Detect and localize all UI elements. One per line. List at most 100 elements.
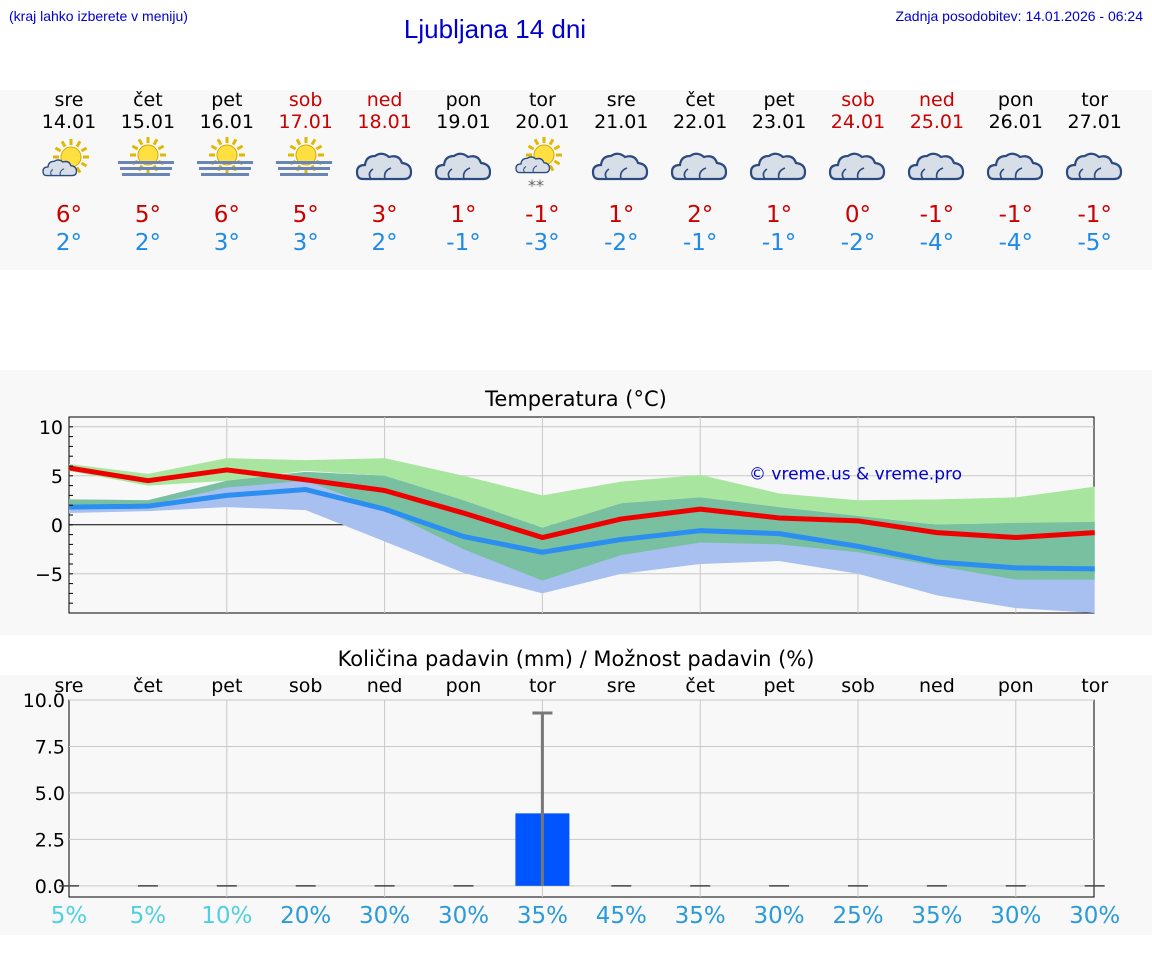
x-tick-label: sre xyxy=(55,675,84,697)
day-column: pet 23.01 1° -1° xyxy=(739,89,819,257)
precip-probability: 35% xyxy=(674,903,726,929)
menu-hint: (kraj lahko izberete v meniju) xyxy=(9,8,188,24)
min-temp-line xyxy=(68,487,1095,572)
sun-fog-icon xyxy=(117,137,174,176)
day-column: pet 16.01 6° 3° xyxy=(187,89,267,257)
temp-max: 1° xyxy=(450,202,477,228)
temp-max: 1° xyxy=(766,202,793,228)
precip-probability: 30% xyxy=(753,903,805,929)
day-name: ned xyxy=(918,89,955,111)
x-tick-label: čet xyxy=(133,675,163,697)
x-tick-label: pet xyxy=(763,675,794,697)
x-tick-label: tor xyxy=(529,675,556,697)
day-date: 23.01 xyxy=(751,111,807,133)
temp-min: 2° xyxy=(55,230,83,256)
day-column: pon 26.01 -1° -4° xyxy=(976,89,1056,257)
temp-min: 2° xyxy=(371,230,398,256)
cloud-icon xyxy=(671,152,728,181)
precip-probability: 30% xyxy=(990,903,1042,929)
temp-min: -2° xyxy=(604,230,639,256)
day-column: sre 21.01 1° -2° xyxy=(581,89,661,257)
weather-icon-slot xyxy=(108,133,188,201)
precip-probability: 30% xyxy=(1069,903,1121,929)
plot-area xyxy=(68,699,1095,898)
x-tick-label: ned xyxy=(919,675,955,697)
day-date: 16.01 xyxy=(199,111,254,133)
cloud-icon xyxy=(355,152,412,181)
day-column: čet 22.01 2° -1° xyxy=(660,89,740,257)
temp-max: -1° xyxy=(1077,202,1112,228)
weather-icon-slot xyxy=(897,133,977,201)
weather-icon-slot xyxy=(345,133,425,201)
temp-min: -4° xyxy=(998,230,1034,256)
x-tick-label: pon xyxy=(446,675,482,697)
day-date: 24.01 xyxy=(830,111,886,133)
weather-icon-slot xyxy=(660,133,740,201)
temp-max: -1° xyxy=(525,202,560,228)
day-name: pon xyxy=(445,89,482,111)
cloud-icon xyxy=(434,152,491,181)
y-tick-label: 2.5 xyxy=(35,829,65,851)
temp-min: -1° xyxy=(761,230,797,256)
day-name: sre xyxy=(54,89,84,111)
precip-probability: 35% xyxy=(516,903,568,929)
weather-icon-slot xyxy=(424,133,504,201)
sun-cloud-snow-icon: ** xyxy=(515,137,563,195)
y-tick-label: 7.5 xyxy=(35,736,65,758)
precip-probability: 10% xyxy=(201,903,253,929)
temp-max: 2° xyxy=(687,202,714,228)
cloud-icon xyxy=(907,152,964,181)
day-column: čet 15.01 5° 2° xyxy=(108,89,188,257)
day-date: 14.01 xyxy=(41,111,97,133)
x-tick-label: tor xyxy=(1081,675,1108,697)
weather-icon-slot xyxy=(976,133,1056,201)
x-tick-label: pon xyxy=(998,675,1034,697)
day-date: 25.01 xyxy=(909,111,965,133)
temp-max: 0° xyxy=(844,202,872,228)
temp-max: 5° xyxy=(292,202,319,228)
precip-probability: 35% xyxy=(911,903,963,929)
x-tick-label: sre xyxy=(607,675,636,697)
y-tick-label: 5.0 xyxy=(35,783,65,805)
temp-min: 3° xyxy=(213,230,240,256)
temp-max: 5° xyxy=(134,202,161,228)
weather-icon-slot xyxy=(739,133,819,201)
day-name: tor xyxy=(528,89,556,111)
x-tick-label: sob xyxy=(841,675,875,697)
cloud-icon xyxy=(1065,152,1122,181)
temp-max: 3° xyxy=(371,202,398,228)
y-tick-label: 0.0 xyxy=(35,876,65,898)
temp-min: -4° xyxy=(919,230,955,256)
temp-min: -5° xyxy=(1077,230,1112,256)
weather-icon-slot xyxy=(187,133,267,201)
day-name: sob xyxy=(288,89,323,111)
day-name: sob xyxy=(841,89,875,111)
weather-icon-slot: ** xyxy=(502,133,582,201)
day-date: 26.01 xyxy=(988,111,1043,133)
precip-probability: 30% xyxy=(437,903,490,929)
day-column: sob 24.01 0° -2° xyxy=(818,89,898,257)
day-date: 20.01 xyxy=(515,111,570,133)
x-tick-label: čet xyxy=(685,675,715,697)
svg-text:**: ** xyxy=(528,176,544,195)
day-name: ned xyxy=(366,89,403,111)
day-name: pon xyxy=(997,89,1034,111)
temp-min: 2° xyxy=(134,230,161,256)
cloud-icon xyxy=(986,152,1043,181)
page-title: Ljubljana 14 dni xyxy=(403,14,587,44)
max-temp-line xyxy=(68,465,1095,541)
x-tick-label: ned xyxy=(367,675,403,697)
temp-min: -2° xyxy=(840,230,876,256)
day-column: tor 20.01 ** -1° -3° xyxy=(502,89,582,257)
temp-min: -1° xyxy=(682,230,718,256)
temp-min: 3° xyxy=(292,230,319,256)
max-temp-range xyxy=(69,458,1095,528)
day-date: 18.01 xyxy=(357,111,412,133)
precip-probability: 5% xyxy=(50,903,88,929)
weather-icon-slot xyxy=(818,133,898,201)
precip-probability: 5% xyxy=(129,903,167,929)
temp-max: 6° xyxy=(213,202,240,228)
day-name: čet xyxy=(133,89,163,111)
day-column: pon 19.01 1° -1° xyxy=(424,89,504,257)
temp-max: -1° xyxy=(998,202,1034,228)
